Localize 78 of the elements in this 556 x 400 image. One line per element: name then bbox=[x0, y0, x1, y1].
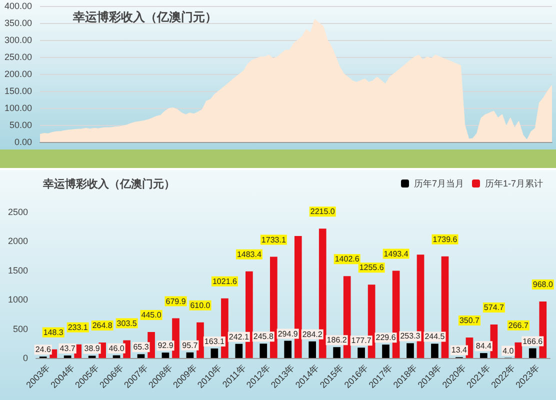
data-label: 245.8 bbox=[253, 332, 274, 342]
y-tick-label: 2000 bbox=[8, 236, 28, 246]
data-label: 574.7 bbox=[484, 302, 505, 312]
y-tick-label: 150.00 bbox=[4, 86, 32, 96]
y-tick-label: 200.00 bbox=[4, 69, 32, 79]
data-label: 1493.4 bbox=[384, 249, 409, 258]
data-label: 92.9 bbox=[158, 341, 174, 350]
bar bbox=[172, 318, 180, 358]
y-tick-label: 1500 bbox=[8, 265, 28, 276]
data-label: 264.8 bbox=[92, 321, 113, 330]
bar bbox=[235, 344, 243, 358]
data-label: 1255.6 bbox=[359, 263, 384, 272]
data-label: 445.0 bbox=[141, 310, 162, 320]
bar bbox=[528, 348, 536, 358]
bar bbox=[284, 340, 292, 358]
chart-title: 幸运博彩收入（亿澳门元） bbox=[42, 178, 175, 190]
data-label: 1733.1 bbox=[261, 235, 286, 244]
data-label: 186.2 bbox=[326, 336, 348, 345]
data-label: 46.0 bbox=[108, 344, 125, 353]
legend-label: 历年7月当月 bbox=[414, 178, 464, 188]
bar bbox=[308, 341, 316, 358]
bar bbox=[431, 344, 438, 358]
data-label: 350.7 bbox=[459, 316, 480, 326]
data-label: 1739.6 bbox=[432, 234, 458, 244]
data-label: 253.3 bbox=[400, 332, 421, 341]
data-label: 13.4 bbox=[451, 346, 468, 355]
y-tick-label: 400.00 bbox=[4, 1, 32, 11]
bar bbox=[162, 352, 170, 358]
bar bbox=[480, 353, 488, 358]
bar bbox=[64, 355, 72, 358]
data-label: 163.1 bbox=[204, 336, 225, 346]
y-tick-label: 2500 bbox=[8, 207, 28, 217]
bar bbox=[514, 342, 522, 358]
data-label: 303.5 bbox=[116, 318, 138, 328]
bar bbox=[260, 344, 268, 358]
bar bbox=[382, 344, 390, 358]
chart-title: 幸运博彩收入（亿澳门元） bbox=[72, 10, 217, 24]
y-tick-label: 100.00 bbox=[4, 103, 32, 113]
bar bbox=[137, 354, 145, 358]
data-label: 38.9 bbox=[84, 344, 100, 354]
y-tick-label: 0 bbox=[22, 353, 28, 363]
data-label: 1021.6 bbox=[212, 276, 238, 286]
y-tick-label: 500 bbox=[12, 324, 28, 334]
data-label: 242.1 bbox=[228, 332, 250, 342]
data-label: 244.5 bbox=[424, 332, 446, 342]
data-label: 610.0 bbox=[190, 300, 211, 310]
y-tick-label: 50.00 bbox=[9, 120, 32, 130]
y-tick-label: 0.00 bbox=[14, 137, 32, 147]
data-label: 84.4 bbox=[476, 342, 492, 351]
data-label: 166.6 bbox=[522, 336, 544, 346]
data-label: 968.0 bbox=[532, 280, 554, 289]
y-tick-label: 250.00 bbox=[4, 52, 32, 62]
data-label: 177.7 bbox=[351, 336, 372, 346]
data-label: 1402.6 bbox=[334, 254, 360, 264]
y-tick-label: 1000 bbox=[8, 294, 28, 305]
data-label: 233.1 bbox=[68, 322, 88, 332]
bar bbox=[358, 348, 365, 358]
data-label: 294.9 bbox=[278, 329, 298, 338]
y-tick-label: 300.00 bbox=[4, 35, 32, 45]
bar bbox=[210, 348, 218, 358]
data-label: 148.3 bbox=[43, 328, 64, 337]
bar bbox=[333, 347, 340, 358]
data-label: 24.6 bbox=[35, 345, 52, 354]
data-label: 679.9 bbox=[166, 296, 186, 306]
data-label: 65.3 bbox=[133, 342, 150, 352]
data-label: 266.7 bbox=[508, 320, 529, 330]
data-label: 95.7 bbox=[182, 340, 198, 350]
data-label: 284.2 bbox=[302, 330, 323, 339]
data-label: 2215.0 bbox=[310, 207, 336, 216]
bar bbox=[406, 343, 414, 358]
data-label: 1483.4 bbox=[236, 250, 262, 259]
bar bbox=[196, 322, 204, 358]
bar bbox=[186, 352, 194, 358]
y-tick-label: 350.00 bbox=[4, 18, 32, 28]
legend-label: 历年1-7月累计 bbox=[484, 178, 544, 188]
data-label: 229.6 bbox=[376, 333, 396, 342]
data-label: 4.0 bbox=[502, 346, 514, 356]
data-label: 43.7 bbox=[60, 344, 76, 353]
